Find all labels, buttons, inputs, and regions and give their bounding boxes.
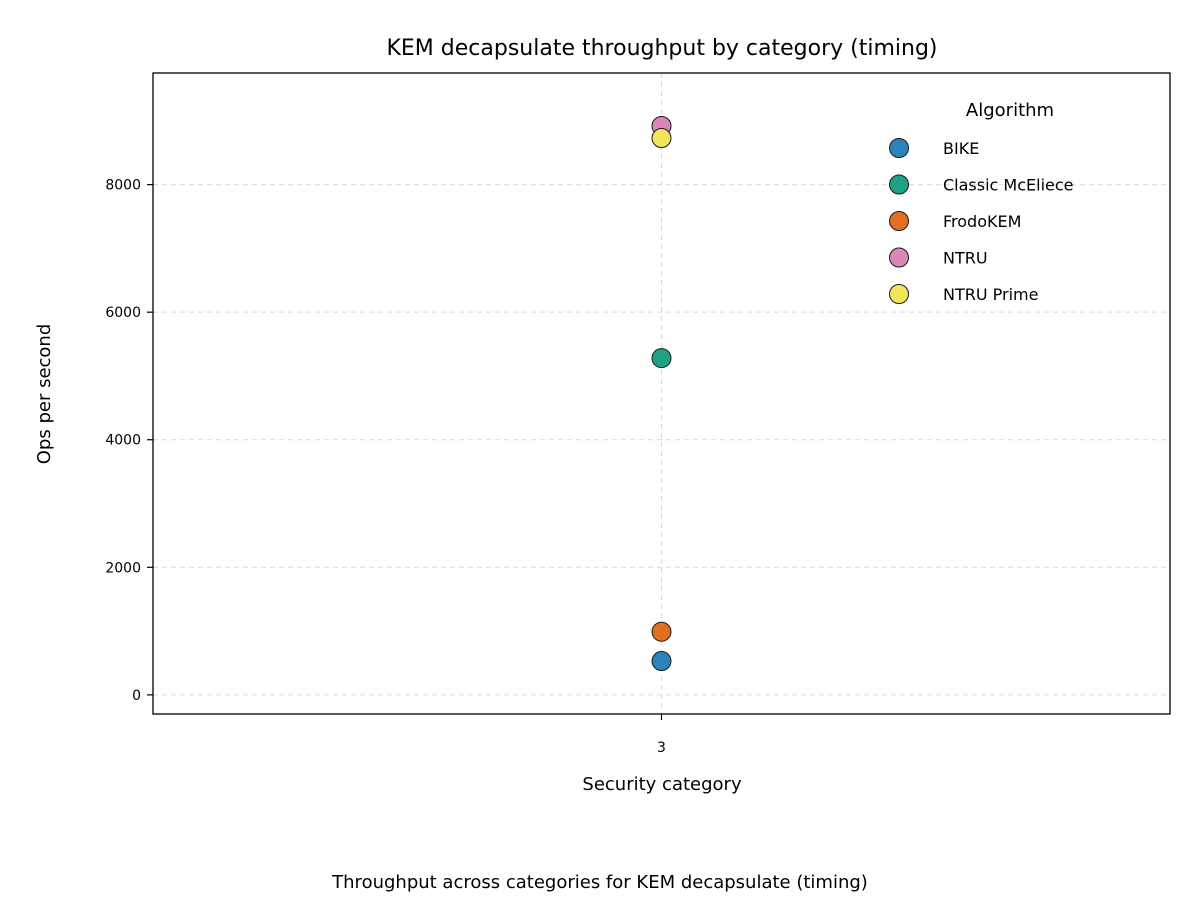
legend-label: BIKE — [943, 139, 979, 158]
x-axis-label: Security category — [582, 774, 742, 795]
x-axis: 3 — [657, 714, 666, 756]
y-axis: 0 2000 4000 6000 8000 — [105, 178, 153, 704]
data-point-ntru-prime — [651, 128, 672, 149]
legend-title: Algorithm — [966, 100, 1054, 121]
legend-label: Classic McEliece — [943, 176, 1074, 195]
chart-title: KEM decapsulate throughput by category (… — [386, 36, 937, 61]
legend-label: FrodoKEM — [943, 212, 1021, 231]
figure-caption: Throughput across categories for KEM dec… — [331, 872, 868, 893]
legend-label: NTRU Prime — [943, 285, 1038, 304]
legend-marker — [889, 138, 909, 158]
y-tick-label: 0 — [132, 688, 141, 704]
y-axis-label: Ops per second — [34, 324, 55, 465]
legend-marker — [889, 174, 909, 195]
legend-marker — [889, 247, 909, 268]
data-points — [651, 115, 672, 672]
data-point-frodokem — [651, 621, 672, 642]
legend-marker — [889, 284, 909, 304]
data-point-bike — [651, 651, 672, 672]
x-tick-label: 3 — [657, 740, 666, 756]
legend-label: NTRU — [943, 249, 988, 268]
data-point-classic-mceliece — [651, 348, 672, 369]
y-tick-label: 6000 — [105, 305, 141, 321]
y-tick-label: 8000 — [105, 178, 141, 194]
grid-lines — [153, 73, 1170, 714]
y-tick-label: 4000 — [105, 433, 141, 449]
y-tick-label: 2000 — [105, 560, 141, 576]
legend: Algorithm BIKE Classic McEliece FrodoKEM NT… — [889, 100, 1074, 304]
legend-marker — [889, 211, 909, 231]
